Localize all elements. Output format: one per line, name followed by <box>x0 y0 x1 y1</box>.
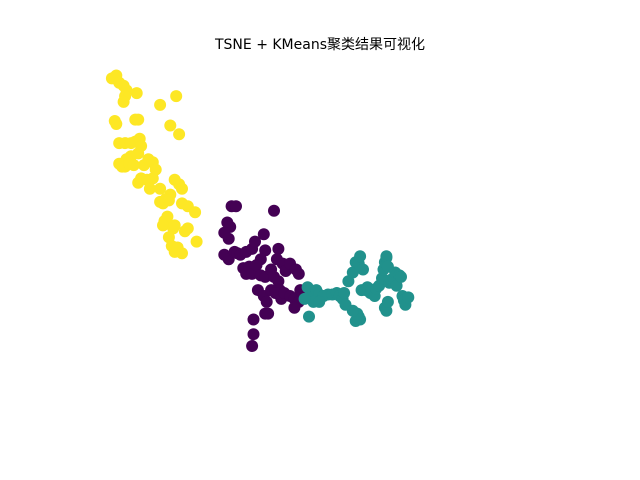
cluster-1-point <box>338 287 351 299</box>
cluster-2-point <box>108 115 121 127</box>
cluster-1-point <box>381 295 394 308</box>
cluster-0-point <box>292 267 305 280</box>
cluster-0-point <box>230 200 242 213</box>
chart-title: TSNE + KMeans聚类结果可视化 <box>214 37 425 53</box>
cluster-1-point <box>381 260 394 273</box>
cluster-2-point <box>181 222 194 235</box>
cluster-2-point <box>190 235 203 248</box>
cluster-1-point <box>346 304 359 317</box>
cluster-0-point <box>268 204 280 217</box>
cluster-2-point <box>127 159 140 172</box>
cluster-0-point <box>247 313 260 326</box>
cluster-2-point <box>164 119 177 132</box>
cluster-0-point <box>249 235 261 248</box>
cluster-0-point <box>222 232 235 245</box>
cluster-1-point <box>298 292 311 305</box>
cluster-1-point <box>346 266 359 279</box>
cluster-2-point <box>189 206 202 219</box>
cluster-2-point <box>154 98 167 111</box>
cluster-2-point <box>162 194 175 207</box>
cluster-0-point <box>250 259 263 272</box>
cluster-2-point <box>168 219 181 232</box>
cluster-2-point <box>117 95 130 108</box>
cluster-1-point <box>303 310 315 323</box>
cluster-2-point <box>132 113 145 126</box>
cluster-1-point <box>380 250 393 263</box>
cluster-2-point <box>176 247 188 260</box>
cluster-1-point <box>349 315 362 327</box>
cluster-2-point <box>146 172 159 185</box>
cluster-0-point <box>260 295 273 308</box>
cluster-0-point <box>272 275 285 288</box>
cluster-2-point <box>143 182 156 195</box>
cluster-2-point <box>173 128 186 141</box>
cluster-2-point <box>130 87 143 100</box>
cluster-2-point <box>154 182 167 195</box>
cluster-2-point <box>176 182 188 195</box>
cluster-2-point <box>170 90 183 103</box>
cluster-1-point <box>354 250 367 263</box>
cluster-2-point <box>157 219 169 232</box>
cluster-0-point <box>262 307 275 320</box>
cluster-0-point <box>272 242 285 255</box>
cluster-1-point <box>313 295 326 308</box>
cluster-0-point <box>257 228 270 241</box>
cluster-1-point <box>402 291 415 304</box>
cluster-0-point <box>288 301 301 314</box>
cluster-0-point <box>246 340 259 352</box>
cluster-1-point <box>395 270 407 283</box>
cluster-1-point <box>357 263 369 276</box>
cluster-0-point <box>247 328 260 341</box>
